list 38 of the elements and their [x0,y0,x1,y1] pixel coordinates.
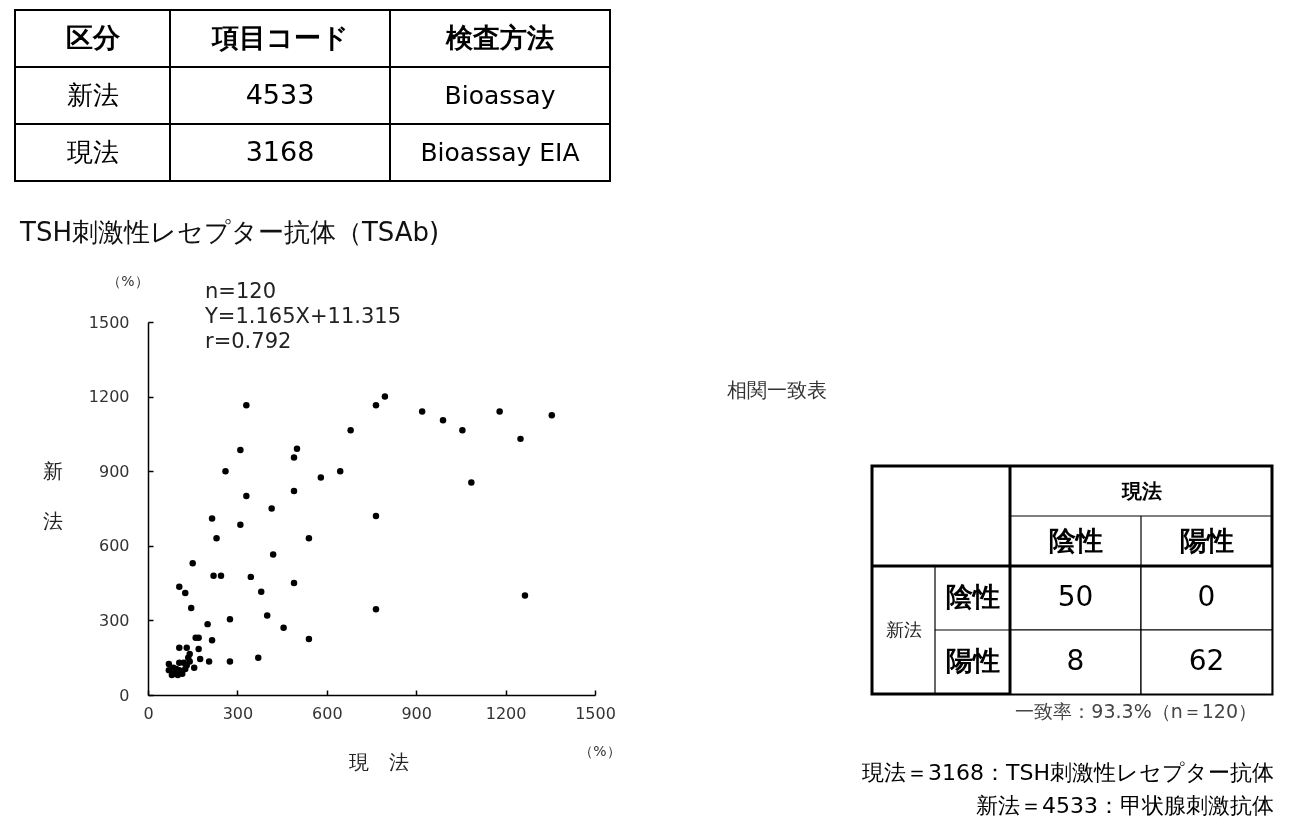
text: Bioassay [444,80,556,110]
x-tick-label: 900 [401,703,432,723]
category-label: 新法 [66,79,119,110]
text: 相関一致表 [727,378,827,402]
text: 現法＝3168：TSH刺激性レセプター抗体 [862,760,1274,785]
category-label: 現法 [66,136,119,167]
x-tick-label: 1200 [485,703,527,723]
text: 3168 [245,135,315,167]
data-label: 50 [1057,580,1094,613]
text: 新法＝4533：甲状腺刺激抗体 [976,793,1274,818]
y-tick-label: 1200 [88,387,130,407]
y-tick-label: 0 [119,685,130,705]
y-tick-label: 1500 [88,312,130,332]
text: （%） [579,743,621,759]
text: 4533 [245,78,315,110]
text: 一致率：93.3%（n＝120） [1015,700,1257,722]
text: 区分 [65,21,121,53]
x-tick-label: 300 [222,703,254,723]
x-tick-label: 0 [143,703,154,723]
category-label: 検査方法 [445,21,554,53]
text: Bioassay EIA [420,137,580,167]
data-label: 0 [1197,580,1216,613]
data-label: 8 [1066,644,1085,677]
y-axis-title: 新法 [886,618,922,640]
text: （%） [107,273,149,289]
category-label: 項目コード [210,21,349,53]
x-axis-title: 現 法 [348,749,409,774]
data-label: 62 [1188,644,1225,677]
x-tick-label: 600 [312,703,343,723]
annotation: r=0.792 [205,329,292,353]
x-tick-label: 1500 [575,703,616,723]
text: n=120 [205,279,276,303]
text: 新法 [42,458,63,533]
y-tick-label: 300 [98,610,130,630]
x-axis-title: 現法 [1120,478,1162,503]
annotation: Y=1.165X+11.315 [204,304,402,328]
y-tick-label: 900 [98,461,130,481]
chart-title: TSH刺激性レセプター抗体（TSAb) [19,217,440,247]
